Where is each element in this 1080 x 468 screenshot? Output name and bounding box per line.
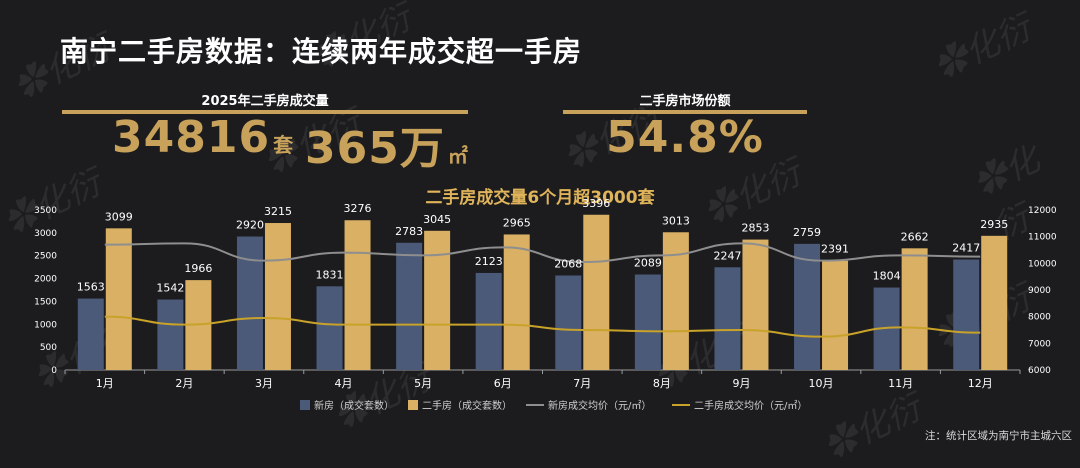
bar-data-label: 3396	[582, 197, 610, 210]
bar	[555, 275, 582, 370]
x-axis-tick-label: 3月	[255, 377, 273, 390]
bar	[475, 272, 502, 370]
kpi-divider	[563, 110, 807, 114]
x-axis-tick-label: 11月	[888, 377, 913, 390]
kpi-divider	[62, 110, 468, 114]
x-axis-tick-label: 10月	[809, 377, 834, 390]
right-axis-tick-label: 9000	[1028, 286, 1051, 296]
x-axis-tick-label: 12月	[968, 377, 993, 390]
bar-data-label: 2417	[952, 242, 980, 255]
bar-data-label: 2089	[634, 257, 662, 270]
bar	[396, 242, 423, 370]
x-axis-tick-label: 7月	[573, 377, 591, 390]
bar-data-label: 2068	[554, 257, 582, 270]
x-axis-tick-label: 2月	[175, 377, 193, 390]
bar-data-label: 2783	[395, 225, 423, 238]
bar	[981, 235, 1008, 370]
volume-label: 2025年二手房成交量	[201, 94, 329, 109]
units-number: 34816	[112, 112, 271, 163]
bar	[236, 236, 263, 370]
bar	[583, 214, 610, 370]
left-axis-tick-label: 1000	[34, 320, 57, 330]
bar-data-label: 1563	[77, 281, 105, 294]
bar	[794, 243, 821, 370]
left-axis-tick-label: 3500	[34, 206, 57, 216]
bar-data-label: 3276	[344, 202, 372, 215]
bar-data-label: 1831	[316, 268, 344, 281]
bar-data-label: 1804	[873, 270, 901, 283]
bar	[264, 223, 291, 370]
bar	[105, 228, 132, 370]
left-axis-tick-label: 2500	[34, 252, 57, 262]
legend-swatch	[300, 400, 310, 410]
bar-data-label: 2965	[503, 216, 531, 229]
x-axis-tick-label: 6月	[494, 377, 512, 390]
bar-data-label: 2123	[475, 255, 503, 268]
left-axis-tick-label: 2000	[34, 275, 57, 285]
right-axis-tick-label: 7000	[1028, 339, 1051, 349]
legend-label: 新房成交均价（元/㎡）	[548, 399, 651, 412]
bar-data-label: 2247	[713, 249, 741, 262]
bar	[77, 298, 104, 370]
area-unit: ㎡	[447, 144, 469, 168]
bar	[503, 234, 530, 370]
left-axis-tick-label: 3000	[34, 229, 57, 239]
legend-swatch	[408, 400, 418, 410]
bar	[953, 259, 980, 370]
left-axis-tick-label: 500	[40, 343, 57, 353]
share-label: 二手房市场份额	[639, 94, 731, 109]
bar-data-label: 2920	[236, 219, 264, 232]
bar	[742, 239, 769, 370]
bar	[714, 267, 741, 370]
left-axis-tick-label: 0	[51, 366, 57, 376]
bar	[822, 260, 849, 370]
combo-chart: 0 500 1000 1500 2000 2500 3000 3500 6000 7000 8000…	[34, 197, 1057, 412]
bar-data-label: 1542	[156, 282, 184, 295]
x-axis-tick-label: 9月	[732, 377, 750, 390]
bar-data-label: 2759	[793, 226, 821, 239]
right-axis-tick-label: 6000	[1028, 366, 1051, 376]
bar-data-label: 3045	[423, 213, 451, 226]
bar-data-label: 2853	[741, 222, 769, 235]
series-line	[104, 315, 981, 338]
bar	[901, 248, 928, 370]
x-axis-tick-label: 5月	[414, 377, 432, 390]
legend-label: 二手房成交均价（元/㎡）	[694, 399, 807, 412]
area-number: 365万	[305, 123, 445, 174]
bar	[157, 299, 184, 370]
bar-data-label: 3099	[105, 210, 133, 223]
share-value: 54.8%	[606, 112, 764, 163]
bar-data-label: 2391	[821, 243, 849, 256]
chart-title: 二手房成交量6个月超3000套	[425, 188, 655, 208]
right-axis-tick-label: 8000	[1028, 313, 1051, 323]
bar	[634, 274, 661, 370]
right-axis-tick-label: 10000	[1028, 259, 1057, 269]
x-axis-tick-label: 8月	[653, 377, 671, 390]
legend-label: 新房（成交套数）	[314, 399, 394, 412]
bar	[316, 286, 343, 370]
bar	[344, 220, 371, 370]
x-axis-tick-label: 4月	[335, 377, 353, 390]
footnote: 注：统计区域为南宁市主城六区	[925, 430, 1072, 442]
units-value: 34816 套	[112, 112, 294, 163]
bar-data-label: 1966	[184, 262, 212, 275]
right-axis-tick-label: 12000	[1028, 206, 1057, 216]
left-axis-tick-label: 1500	[34, 297, 57, 307]
page-title: 南宁二手房数据：连续两年成交超一手房	[60, 35, 583, 68]
legend-label: 二手房（成交套数）	[422, 399, 512, 412]
bar-data-label: 3215	[264, 205, 292, 218]
series-line	[104, 242, 981, 264]
right-axis-tick-label: 11000	[1028, 233, 1057, 243]
bar	[424, 230, 451, 370]
bar-data-label: 2662	[901, 230, 929, 243]
x-axis-tick-label: 1月	[96, 377, 114, 390]
units-unit: 套	[273, 133, 295, 157]
bar-data-label: 2935	[980, 218, 1008, 231]
bar-data-label: 3013	[662, 214, 690, 227]
